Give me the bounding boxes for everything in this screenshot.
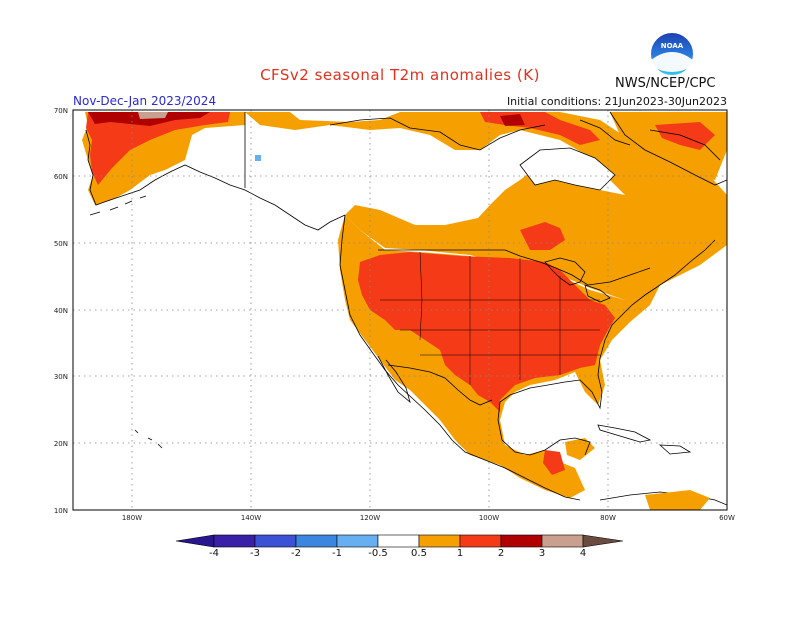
hawaii-islands (134, 429, 163, 449)
colorbar-label: 1 (457, 548, 463, 559)
na-west-coastline (339, 214, 581, 501)
colorbar-swatch (500, 534, 543, 548)
alaska-coastline (85, 129, 346, 231)
colorbar-swatch (541, 534, 584, 548)
alaska-anomaly-pink (138, 112, 168, 119)
greenland-coastline (609, 111, 727, 186)
colorbar-swatch (213, 534, 256, 548)
lat-label: 10N (54, 507, 68, 515)
lat-label: 70N (54, 107, 68, 115)
latitude-labels: 70N 60N 50N 40N 30N 20N 10N (54, 107, 68, 515)
state-lines (380, 251, 600, 385)
colorbar-label: -0.5 (368, 548, 388, 559)
colorbar-swatch (377, 534, 420, 548)
colorbar-swatch (418, 534, 461, 548)
colorbar-label: 2 (498, 548, 504, 559)
colorbar-swatch (336, 534, 379, 548)
lat-label: 50N (54, 240, 68, 248)
alaska-anomaly-darkred (88, 112, 210, 126)
colorbar-label: -4 (209, 548, 219, 559)
colorbar-label: -3 (250, 548, 260, 559)
colorbar (175, 534, 624, 548)
graticule (73, 110, 727, 510)
colorbar-arrow-right (582, 534, 624, 548)
colorbar-arrow-left (175, 534, 215, 548)
aleutian-islands (89, 195, 147, 216)
great-lakes (544, 257, 611, 303)
mexico-anomaly-red (543, 450, 565, 475)
us-east-coastline (599, 239, 716, 359)
colorbar-label: 0.5 (411, 548, 427, 559)
lon-label: 120W (360, 514, 380, 522)
lon-label: 100W (479, 514, 499, 522)
lon-label: 140W (241, 514, 261, 522)
map-area (73, 110, 727, 510)
lat-label: 30N (54, 373, 68, 381)
us-mexico-border (387, 364, 493, 406)
arctic-islands-coastline (329, 117, 721, 161)
arctic-anomaly-orange (245, 112, 727, 300)
lon-label: 60W (719, 514, 735, 522)
map-frame (72, 109, 728, 511)
colorbar-label: -2 (291, 548, 301, 559)
yucatan-anomaly-orange (565, 438, 595, 460)
arctic-anomaly-darkred (500, 114, 525, 126)
lat-label: 60N (54, 173, 68, 181)
south-america-anomaly-orange (645, 490, 710, 510)
colorbar-label: -1 (332, 548, 342, 559)
colorbar-swatch (254, 534, 297, 548)
hudson-bay-region (520, 148, 615, 190)
hudson-anomaly-red (520, 222, 565, 250)
map-title: CFSv2 seasonal T2m anomalies (K) (260, 66, 540, 84)
isolated-anomaly-cell (255, 155, 261, 161)
colorbar-swatch (295, 534, 338, 548)
colorbar-labels: -4 -3 -2 -1 -0.5 0.5 1 2 3 4 (209, 548, 586, 559)
conus-anomaly-red (358, 252, 615, 412)
gulf-coastline (499, 357, 603, 410)
season-label: Nov-Dec-Jan 2023/2024 (73, 94, 217, 108)
agency-label: NWS/NCEP/CPC (615, 76, 716, 91)
baja-coastline (377, 355, 411, 404)
lon-label: 180W (122, 514, 142, 522)
lat-label: 40N (54, 307, 68, 315)
mexico-gulf-coast (497, 401, 591, 456)
cuba-coastline (597, 424, 652, 443)
colorbar-swatch (459, 534, 502, 548)
initial-conditions-label: Initial conditions: 21Jun2023-30Jun2023 (506, 95, 727, 108)
noaa-logo-text: NOAA (661, 42, 684, 50)
lat-label: 20N (54, 440, 68, 448)
alaska-anomaly-red (86, 112, 230, 185)
noaa-logo-icon: NOAA (649, 31, 695, 77)
longitude-labels: 180W 140W 120W 100W 80W 60W (122, 514, 735, 522)
hudson-bay-coastline (519, 147, 616, 191)
colorbar-label: 4 (580, 548, 586, 559)
colorbar-label: 3 (539, 548, 545, 559)
lon-label: 80W (600, 514, 616, 522)
hispaniola-coastline (658, 444, 692, 455)
